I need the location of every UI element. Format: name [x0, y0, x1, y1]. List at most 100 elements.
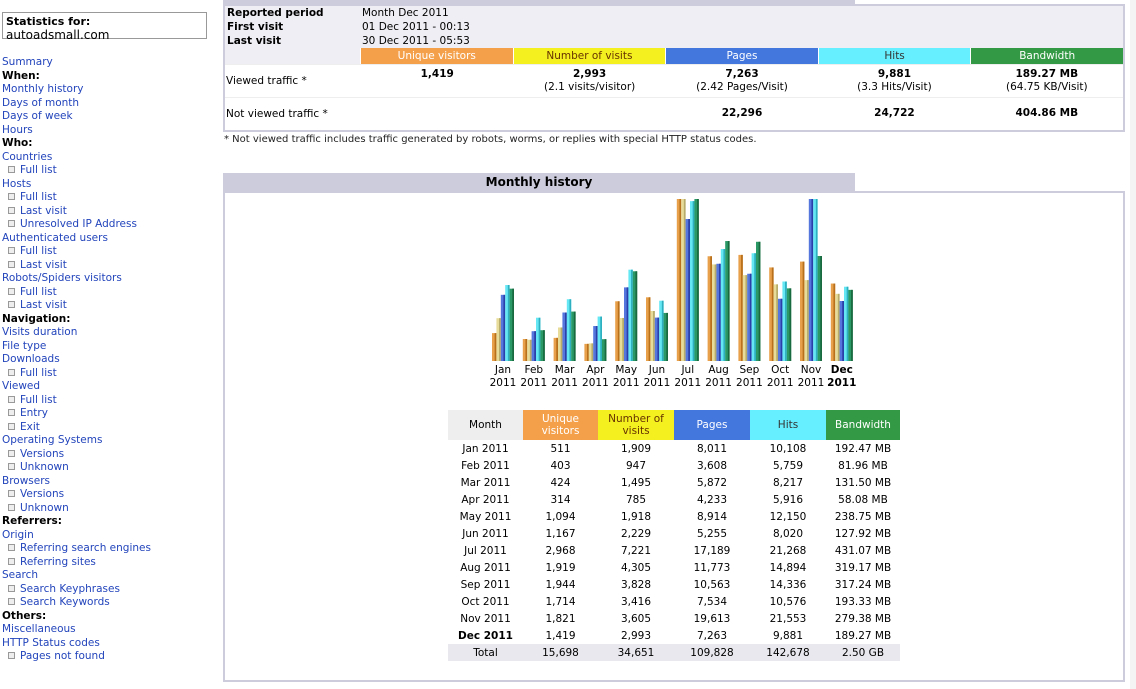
menu-link-days-of-week[interactable]: Days of week: [2, 110, 73, 122]
menu-link-authenticated-users[interactable]: Authenticated users: [2, 231, 108, 244]
x-tick-label-y: 2011: [674, 377, 701, 389]
menu-link-robots-spiders-visitors[interactable]: Robots/Spiders visitors: [2, 272, 122, 284]
menu-sublink-full-list[interactable]: Full list: [2, 367, 217, 381]
menu-link-origin[interactable]: Origin: [2, 528, 34, 541]
menu-link-countries[interactable]: Countries: [2, 150, 53, 163]
menu-link-file-type[interactable]: File type: [2, 339, 47, 352]
cell-unique: 1,821: [545, 612, 576, 625]
bar-shade: [635, 271, 638, 361]
menu-link-hours[interactable]: Hours: [2, 123, 33, 136]
bar-shade: [556, 337, 558, 361]
menu-link-browsers[interactable]: Browsers: [2, 474, 51, 487]
menu-sublink-full-list[interactable]: Full list: [2, 191, 217, 205]
menu-sublink-unresolved-ip-address[interactable]: Unresolved IP Address: [2, 218, 217, 232]
popup-icon: [8, 247, 15, 254]
popup-icon: [8, 395, 15, 403]
menu-sublink-last-visit[interactable]: Last visit: [2, 205, 217, 219]
cell-hits: 9,881: [772, 629, 804, 642]
menu-link-hosts[interactable]: Hosts: [2, 177, 32, 190]
total-bandwidth: 2.50 GB: [826, 644, 900, 661]
bar-unique-visitors-dec-2011: [830, 283, 836, 361]
bar-pages-aug-2011: [716, 263, 721, 361]
page-scrollbar[interactable]: [1130, 0, 1136, 689]
cell-unique: 403: [550, 459, 571, 472]
menu-sublink-referring-search-engines[interactable]: Referring search engines: [2, 542, 217, 556]
menu-link-search[interactable]: Search: [2, 569, 39, 581]
th-hits: Hits: [750, 410, 826, 440]
header-bandwidth: Bandwidth: [970, 48, 1123, 64]
menu-sublink-full-list[interactable]: Full list: [2, 286, 217, 300]
bar-shade: [565, 312, 567, 361]
x-tick-label-y: 2011: [520, 377, 547, 389]
cell-visits: 3,828: [620, 578, 652, 591]
menu-link-http-status-codes[interactable]: HTTP Status codes: [2, 636, 100, 649]
table-row: Feb 2011 403 947 3,608 5,759 81.96 MB: [448, 457, 900, 474]
bar-shade: [600, 316, 602, 361]
cell-month: Sep 2011: [460, 578, 511, 591]
bar-shade: [719, 263, 721, 361]
menu-link-summary[interactable]: Summary: [2, 56, 53, 68]
popup-icon: [8, 449, 15, 457]
menu-sublink-exit[interactable]: Exit: [2, 421, 217, 435]
menu-sublink-label: Full list: [20, 285, 57, 298]
menu-link-miscellaneous[interactable]: Miscellaneous: [2, 623, 76, 635]
menu-sublink-entry[interactable]: Entry: [2, 407, 217, 421]
bar-shade: [727, 241, 730, 361]
header-pages: Pages: [665, 48, 818, 64]
cell-pages: 7,534: [696, 595, 728, 608]
bar-unique-visitors-apr-2011: [584, 343, 589, 361]
bar-number-of-visits-nov-2011: [804, 280, 809, 361]
cell-pages: 8,914: [696, 510, 728, 523]
bar-bandwidth-jan-2011: [509, 288, 514, 361]
menu-sublink-referring-sites[interactable]: Referring sites: [2, 556, 217, 570]
bar-shade: [529, 339, 532, 361]
menu-sublink-unknown[interactable]: Unknown: [2, 461, 217, 475]
viewed-visits: 2,993 (2.1 visits/visitor): [513, 65, 665, 97]
menu-sublink-search-keyphrases[interactable]: Search Keyphrases: [2, 583, 217, 597]
menu-sublink-full-list[interactable]: Full list: [2, 164, 217, 178]
menu-link-monthly-history[interactable]: Monthly history: [2, 83, 84, 95]
menu-link-viewed[interactable]: Viewed: [2, 380, 41, 392]
menu-nav: Summary When: Monthly history Days of month…: [2, 56, 217, 664]
menu-link-visits-duration[interactable]: Visits duration: [2, 326, 78, 338]
cell-visits: 4,305: [620, 561, 652, 574]
cell-month: Jan 2011: [462, 442, 509, 455]
menu-sublink-versions[interactable]: Versions: [2, 488, 217, 502]
menu-sublink-full-list[interactable]: Full list: [2, 245, 217, 259]
table-header-row: Month Unique visitors Number of visits P…: [448, 410, 900, 440]
bar-shade: [815, 199, 818, 361]
menu-sublink-last-visit[interactable]: Last visit: [2, 299, 217, 313]
menu-link-operating-systems[interactable]: Operating Systems: [2, 434, 103, 446]
bar-unique-visitors-feb-2011: [522, 339, 528, 361]
menu-heading-who: Who:: [2, 137, 33, 149]
traffic-footnote: * Not viewed traffic includes traffic ge…: [224, 134, 757, 145]
menu-heading-navigation: Navigation:: [2, 312, 71, 325]
left-menu: Statistics for: autoadsmall.com Summary W…: [2, 12, 217, 664]
menu-link-downloads[interactable]: Downloads: [2, 353, 60, 365]
menu-sublink-label: Full list: [20, 366, 57, 379]
bar-number-of-visits-feb-2011: [527, 339, 532, 361]
cell-month: Jun 2011: [462, 527, 509, 540]
cell-visits: 3,416: [620, 595, 652, 608]
menu-sublink-search-keywords[interactable]: Search Keywords: [2, 596, 217, 610]
bar-shade: [723, 249, 726, 361]
bar-shade: [573, 311, 576, 361]
bar-shade: [842, 301, 844, 361]
popup-icon: [8, 652, 15, 659]
menu-sublink-unknown[interactable]: Unknown: [2, 502, 217, 516]
bar-bandwidth-feb-2011: [540, 330, 545, 361]
menu-heading-when: When:: [2, 69, 40, 82]
not-viewed-visits: [513, 98, 665, 130]
viewed-pages: 7,263 (2.42 Pages/Visit): [666, 65, 818, 97]
menu-sublink-versions[interactable]: Versions: [2, 448, 217, 462]
x-tick-label-m: Dec: [831, 364, 853, 376]
menu-sublink-label: Versions: [20, 488, 65, 500]
cell-bandwidth: 131.50 MB: [834, 476, 892, 489]
menu-link-days-of-month[interactable]: Days of month: [2, 96, 80, 109]
menu-sublink-pages-not-found[interactable]: Pages not found: [2, 650, 217, 664]
menu-sublink-full-list[interactable]: Full list: [2, 394, 217, 408]
monthly-history-chart: Jan2011Feb2011Mar2011Apr2011May2011Jun20…: [490, 199, 856, 389]
x-tick-label-m: Jul: [680, 364, 694, 376]
not-viewed-bandwidth: 404.86 MB: [971, 98, 1123, 130]
menu-sublink-last-visit[interactable]: Last visit: [2, 259, 217, 273]
